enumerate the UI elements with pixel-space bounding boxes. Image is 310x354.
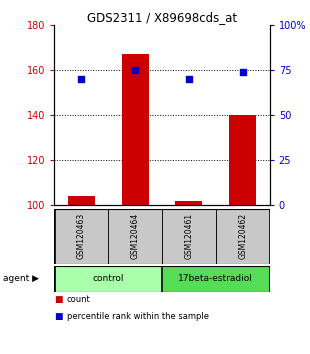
Bar bbox=[55, 209, 108, 264]
Bar bbox=[122, 54, 148, 205]
Point bbox=[133, 67, 138, 73]
Bar bbox=[162, 266, 269, 292]
Bar bbox=[68, 196, 95, 205]
Bar bbox=[162, 209, 215, 264]
Text: 17beta-estradiol: 17beta-estradiol bbox=[178, 274, 253, 283]
Point bbox=[186, 76, 191, 82]
Text: GSM120462: GSM120462 bbox=[238, 213, 247, 259]
Text: ■: ■ bbox=[54, 295, 63, 304]
Text: GSM120463: GSM120463 bbox=[77, 213, 86, 259]
Bar bbox=[229, 115, 256, 205]
Text: ■: ■ bbox=[54, 312, 63, 321]
Text: control: control bbox=[92, 274, 124, 283]
Bar bbox=[216, 209, 269, 264]
Text: count: count bbox=[67, 295, 91, 304]
Text: GSM120464: GSM120464 bbox=[131, 213, 140, 259]
Bar bbox=[55, 266, 161, 292]
Point bbox=[79, 76, 84, 82]
Title: GDS2311 / X89698cds_at: GDS2311 / X89698cds_at bbox=[87, 11, 237, 24]
Point bbox=[240, 69, 245, 75]
Text: agent ▶: agent ▶ bbox=[3, 274, 39, 283]
Bar bbox=[108, 209, 162, 264]
Text: GSM120461: GSM120461 bbox=[184, 213, 193, 259]
Text: percentile rank within the sample: percentile rank within the sample bbox=[67, 312, 209, 321]
Bar bbox=[175, 201, 202, 205]
